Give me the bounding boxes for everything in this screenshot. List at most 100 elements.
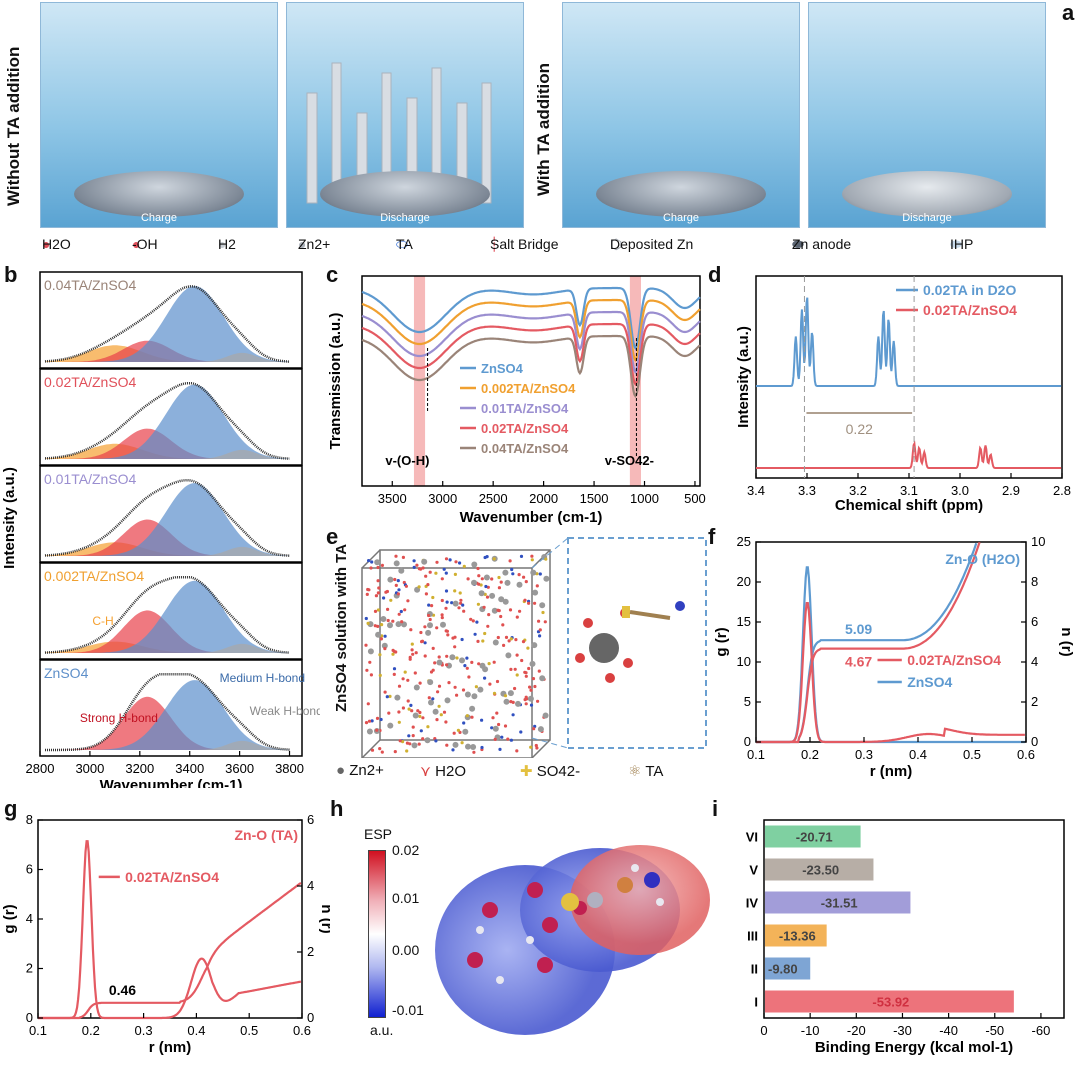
md-particle [481, 639, 485, 643]
y-axis-label: Intensity (a.u.) [735, 326, 752, 428]
esp-tick: 0.02 [392, 842, 420, 858]
g-y2-tick-label: 6 [307, 812, 314, 827]
annotation-oh: v-(O-H) [385, 453, 429, 468]
md-particle [444, 606, 448, 610]
md-particle [484, 584, 488, 589]
legend-label: 0.01TA/ZnSO4 [481, 401, 569, 416]
md-particle [370, 748, 375, 752]
h2o-icon: ● [42, 236, 51, 252]
md-particle [444, 571, 448, 575]
md-particle [492, 660, 496, 664]
md-particle [509, 700, 513, 704]
md-particle [393, 560, 400, 567]
md-particle [447, 681, 451, 685]
md-particle [503, 694, 508, 698]
md-particle [398, 567, 405, 574]
md-particle [451, 748, 455, 752]
c-x-tick-label: 2000 [529, 491, 558, 506]
md-particle [464, 691, 471, 698]
md-particle [511, 572, 515, 576]
md-particle [437, 655, 441, 659]
md-particle [424, 592, 428, 596]
md-particle [394, 694, 401, 701]
legend-label: 0.02TA/ZnSO4 [907, 652, 1001, 668]
md-particle [509, 637, 513, 641]
rdf-line [756, 602, 1025, 744]
series-line [756, 440, 1062, 469]
annotation-strong: Strong H-bond [80, 711, 158, 725]
f-x-tick-label: 0.5 [963, 747, 981, 762]
g-y-tick-label: 8 [26, 812, 33, 827]
md-particle [483, 574, 490, 581]
sulfate-icon: ✚ [520, 763, 533, 780]
c-x-tick-label: 500 [684, 491, 706, 506]
md-particle [455, 656, 459, 660]
md-particle [427, 613, 431, 618]
md-particle [378, 673, 382, 677]
legend-item: SO42- [536, 763, 581, 780]
md-particle [472, 750, 476, 754]
md-particle [401, 740, 405, 744]
esp-tick: -0.01 [392, 1002, 424, 1018]
legend-item: TA [645, 763, 664, 780]
md-particle [538, 572, 542, 576]
md-particle [534, 743, 538, 748]
value-label: -9.80 [768, 962, 798, 977]
md-particle [383, 690, 387, 694]
md-particle [397, 684, 402, 688]
md-particle [519, 554, 524, 558]
y2-axis-label: n (r) [1058, 627, 1075, 656]
md-particle [497, 586, 501, 590]
md-particle [502, 569, 509, 576]
md-particle [527, 666, 531, 671]
md-particle [405, 749, 409, 753]
md-particle [379, 717, 383, 722]
legend-item: Zn anode [792, 236, 852, 252]
md-particle [417, 567, 421, 571]
md-particle [459, 657, 465, 664]
f-y-tick-label: 10 [737, 654, 751, 669]
md-particle [471, 693, 478, 700]
md-particle [518, 609, 522, 613]
md-particle [492, 557, 496, 561]
chart-title: Zn-O (TA) [235, 827, 299, 843]
i-x-tick-label: -10 [801, 1023, 820, 1038]
x-axis-label: Wavenumber (cm-1) [460, 509, 603, 526]
md-particle [388, 694, 392, 698]
md-particle [453, 645, 457, 649]
md-particle [453, 572, 457, 576]
envelope-line [44, 478, 290, 557]
md-particle [521, 640, 526, 644]
md-particle [460, 637, 464, 642]
f-y2-tick-label: 10 [1031, 534, 1045, 549]
f-y-tick-label: 25 [737, 534, 751, 549]
panel-label-d: d [708, 262, 722, 287]
md-particle [445, 663, 449, 667]
md-particle [387, 722, 394, 729]
md-particle [418, 710, 422, 715]
md-particle [403, 608, 407, 612]
md-particle [453, 685, 457, 689]
chart-title: Zn-O (H2O) [945, 551, 1020, 567]
md-particle [515, 700, 521, 707]
legend-item: TA [396, 236, 413, 252]
panel-e-side-label: ZnSO4 solution with TA [333, 543, 350, 712]
d-x-tick-label: 2.8 [1053, 483, 1071, 498]
g-x-tick-label: 0.6 [293, 1023, 311, 1038]
md-particle [396, 579, 400, 583]
md-particle [440, 621, 446, 628]
md-particle [440, 598, 444, 603]
md-particle [493, 737, 497, 741]
g-x-tick-label: 0.4 [187, 1023, 205, 1038]
md-particle [529, 660, 536, 667]
md-particle [367, 719, 372, 723]
chart-i: VI -20.71 V -23.50 IV -31.51 III -13.36 II -9.80 I… [746, 819, 1065, 1056]
md-particle [411, 742, 418, 749]
md-particle [469, 617, 473, 621]
md-particle [393, 577, 397, 582]
md-particle [368, 660, 372, 664]
md-particle [458, 561, 462, 565]
md-particle [476, 639, 480, 643]
md-particle [370, 560, 374, 564]
md-particle [483, 631, 487, 636]
